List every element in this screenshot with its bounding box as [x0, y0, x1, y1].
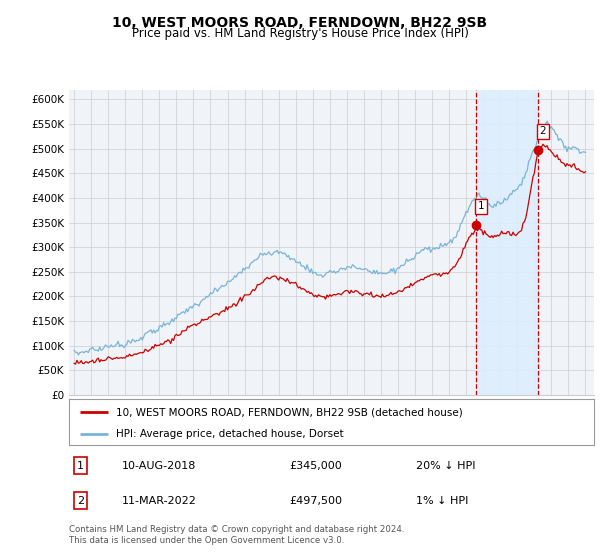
Text: 10, WEST MOORS ROAD, FERNDOWN, BH22 9SB (detached house): 10, WEST MOORS ROAD, FERNDOWN, BH22 9SB … — [116, 407, 463, 417]
Text: HPI: Average price, detached house, Dorset: HPI: Average price, detached house, Dors… — [116, 429, 344, 438]
Text: 10-AUG-2018: 10-AUG-2018 — [121, 460, 196, 470]
Bar — [476, 90, 538, 395]
Text: 2: 2 — [539, 126, 546, 136]
Text: Contains HM Land Registry data © Crown copyright and database right 2024.
This d: Contains HM Land Registry data © Crown c… — [69, 525, 404, 545]
Text: 1% ↓ HPI: 1% ↓ HPI — [415, 496, 468, 506]
Text: £497,500: £497,500 — [290, 496, 343, 506]
Text: 10, WEST MOORS ROAD, FERNDOWN, BH22 9SB: 10, WEST MOORS ROAD, FERNDOWN, BH22 9SB — [112, 16, 488, 30]
Text: Price paid vs. HM Land Registry's House Price Index (HPI): Price paid vs. HM Land Registry's House … — [131, 27, 469, 40]
Text: 1: 1 — [77, 460, 84, 470]
Text: £345,000: £345,000 — [290, 460, 342, 470]
Text: 1: 1 — [478, 201, 485, 211]
Text: 11-MAR-2022: 11-MAR-2022 — [121, 496, 196, 506]
Text: 20% ↓ HPI: 20% ↓ HPI — [415, 460, 475, 470]
Text: 2: 2 — [77, 496, 84, 506]
